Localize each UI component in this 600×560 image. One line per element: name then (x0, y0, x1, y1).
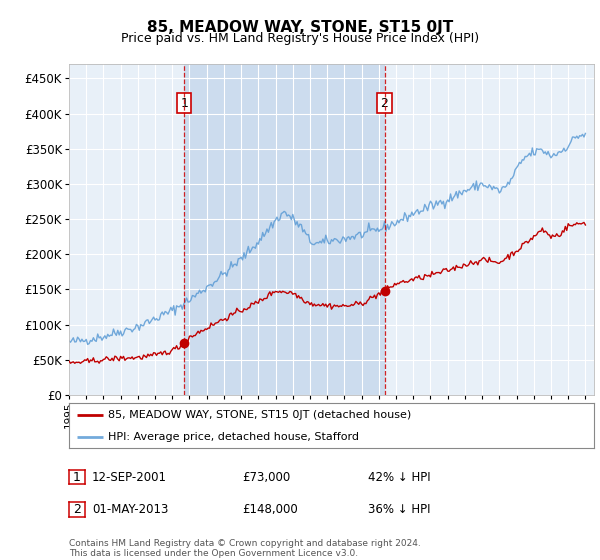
Text: 1: 1 (73, 470, 81, 484)
Text: Contains HM Land Registry data © Crown copyright and database right 2024.: Contains HM Land Registry data © Crown c… (69, 539, 421, 548)
Text: £148,000: £148,000 (242, 503, 298, 516)
Text: This data is licensed under the Open Government Licence v3.0.: This data is licensed under the Open Gov… (69, 549, 358, 558)
Text: Price paid vs. HM Land Registry's House Price Index (HPI): Price paid vs. HM Land Registry's House … (121, 32, 479, 45)
Text: 2: 2 (380, 96, 388, 110)
Text: 36% ↓ HPI: 36% ↓ HPI (368, 503, 430, 516)
Text: HPI: Average price, detached house, Stafford: HPI: Average price, detached house, Staf… (109, 432, 359, 442)
Text: 2: 2 (73, 503, 81, 516)
Text: 85, MEADOW WAY, STONE, ST15 0JT: 85, MEADOW WAY, STONE, ST15 0JT (147, 20, 453, 35)
Bar (184, 64, 385, 395)
Text: 42% ↓ HPI: 42% ↓ HPI (368, 470, 430, 484)
Text: 85, MEADOW WAY, STONE, ST15 0JT (detached house): 85, MEADOW WAY, STONE, ST15 0JT (detache… (109, 410, 412, 421)
Text: £73,000: £73,000 (242, 470, 290, 484)
Text: 01-MAY-2013: 01-MAY-2013 (92, 503, 168, 516)
Text: 12-SEP-2001: 12-SEP-2001 (92, 470, 167, 484)
Text: 1: 1 (181, 96, 188, 110)
